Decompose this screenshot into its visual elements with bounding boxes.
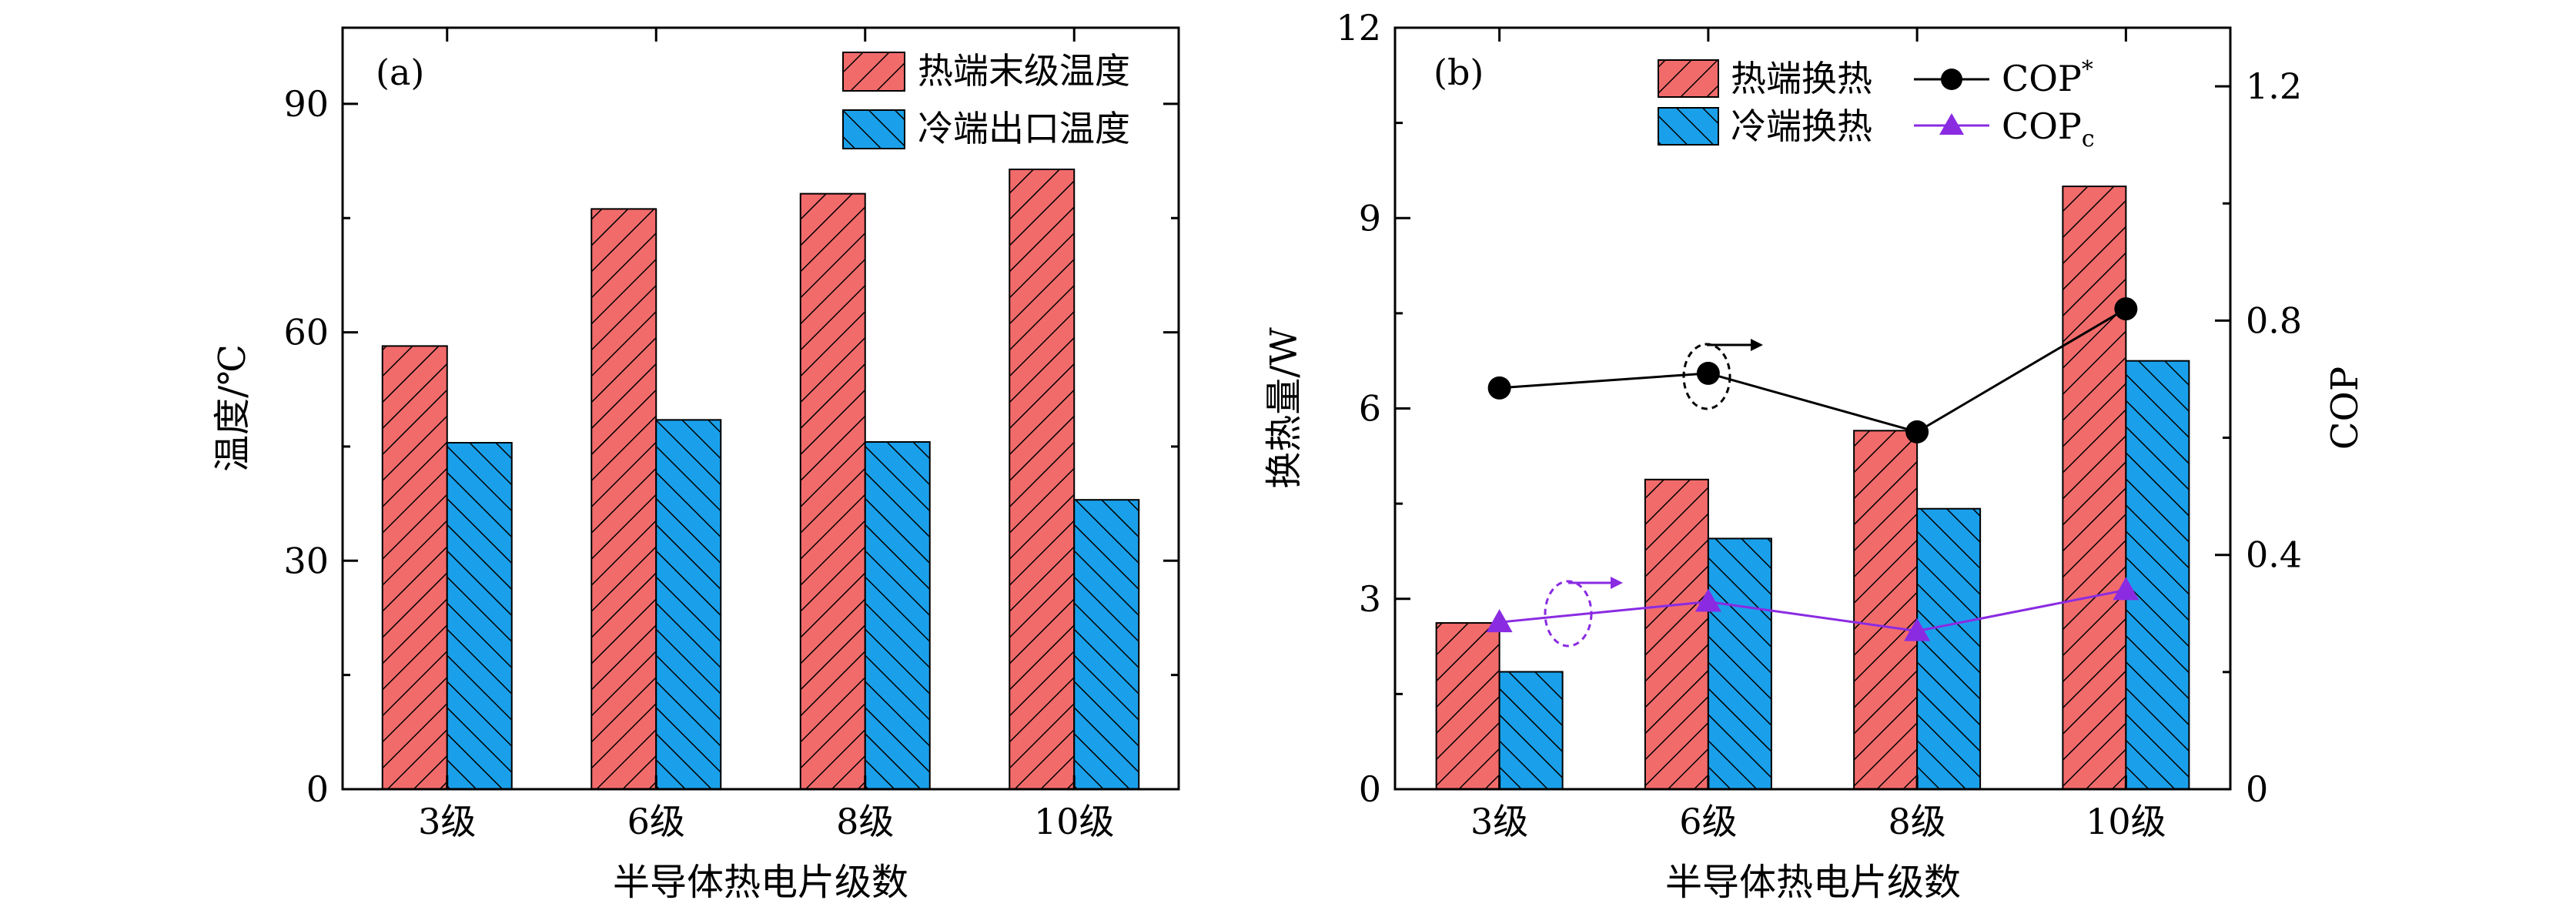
legend-swatch-cold-end-heat-hatch <box>1658 107 1719 146</box>
legend-swatch-cold-end-temp-hatch <box>842 109 905 149</box>
legend-label-cop-c-base: COP <box>2002 105 2082 147</box>
point-b-0-0 <box>1487 376 1511 400</box>
legend-marker-cop-c <box>1939 113 1964 135</box>
cop-star-axis-indicator-arrowhead <box>1751 339 1763 351</box>
cop-c-axis-indicator-circle <box>1544 580 1593 648</box>
point-b-1-3 <box>2113 577 2139 601</box>
b-ytick-right-label-0-8: 0.8 <box>2246 300 2302 341</box>
legend-swatch-hot-end-heat-hatch <box>1658 59 1719 98</box>
panel-b-lines <box>1486 297 2139 641</box>
panel-a-legend: 热端末级温度 冷端出口温度 <box>842 50 1130 149</box>
b-ytick-label-9: 9 <box>1359 197 1381 239</box>
point-b-0-1 <box>1696 361 1720 385</box>
b-ytick-label-12: 12 <box>1336 7 1381 49</box>
bar-a-s1-0-hatch <box>446 442 513 790</box>
a-ytick-label-0: 0 <box>306 768 329 810</box>
a-xtick-label-0: 3级 <box>418 801 476 842</box>
legend-swatch-hot-end-temp-hatch <box>842 52 905 92</box>
b-xtick-label-1: 6级 <box>1679 801 1737 842</box>
bar-b-s1-1-hatch <box>1707 537 1772 790</box>
panel-b-yticks-right: 0 0.4 0.8 1.2 <box>2215 65 2302 810</box>
legend-label-cold-end-temp: 冷端出口温度 <box>918 108 1130 149</box>
panel-a-label: (a) <box>376 52 424 93</box>
panel-b-ylabel-right: COP <box>2323 366 2367 450</box>
panel-a-xlabel: 半导体热电片级数 <box>613 861 908 904</box>
bar-a-s0-2-hatch <box>799 192 866 791</box>
point-b-0-2 <box>1905 420 1929 443</box>
a-ytick-label-30: 30 <box>283 540 329 581</box>
a-xtick-label-2: 8级 <box>836 801 894 842</box>
panel-a-yticks: 0 30 60 90 <box>283 83 1179 810</box>
b-xtick-label-0: 3级 <box>1470 801 1528 842</box>
legend-label-cop-star-base: COP <box>2002 58 2082 99</box>
point-b-1-0 <box>1486 609 1513 633</box>
panel-b-xlabel: 半导体热电片级数 <box>1665 861 1961 904</box>
legend-label-hot-end-heat: 热端换热 <box>1731 58 1872 99</box>
legend-label-hot-end-temp: 热端末级温度 <box>918 50 1130 92</box>
panel-b-xticks: 3级 6级 8级 10级 <box>1470 28 2166 842</box>
panel-b-annotations <box>1544 339 1763 648</box>
bar-a-s1-2-hatch <box>864 441 931 790</box>
a-ytick-label-60: 60 <box>283 312 329 353</box>
point-b-1-1 <box>1694 588 1721 612</box>
bar-b-s1-0-hatch <box>1498 671 1564 791</box>
panel-a-frame <box>341 26 1180 791</box>
bar-b-s0-2-hatch <box>1853 430 1919 790</box>
panel-b-ylabel-left: 换热量/W <box>1263 327 1306 489</box>
bar-b-s1-2-hatch <box>1916 507 1982 790</box>
legend-label-cold-end-heat: 冷端换热 <box>1731 105 1872 147</box>
panel-a-xticks: 3级 6级 8级 10级 <box>418 28 1115 842</box>
point-b-0-3 <box>2114 297 2138 321</box>
panel-b-yticks-left: 0 3 6 9 12 <box>1336 7 1410 810</box>
legend-label-cop-star-sup: * <box>2082 56 2093 83</box>
bar-a-s1-1-hatch <box>655 419 722 791</box>
line-b-1 <box>1499 588 2126 633</box>
cop-c-axis-indicator-arrowhead <box>1611 577 1623 589</box>
panel-b-bars <box>1435 186 2190 791</box>
panel-b-label: (b) <box>1434 52 1484 93</box>
legend-marker-cop-star <box>1941 69 1962 90</box>
bar-a-s0-0-hatch <box>381 345 448 791</box>
b-ytick-label-3: 3 <box>1359 578 1381 620</box>
b-ytick-right-label-0: 0 <box>2246 768 2268 810</box>
panel-a-bars <box>381 168 1140 791</box>
bar-b-s1-3-hatch <box>2125 360 2190 790</box>
legend-label-cop-star: COP* <box>2002 56 2093 99</box>
panel-b: 0 3 6 9 12 0 0.4 0.8 1.2 3级 6级 8级 10级 (b) 半导体热电片级数… <box>1263 7 2367 904</box>
panel-a-ylabel: 温度/℃ <box>211 344 254 472</box>
bar-a-s0-3-hatch <box>1009 168 1076 791</box>
b-ytick-right-label-1-2: 1.2 <box>2246 65 2302 107</box>
bar-b-s0-1-hatch <box>1644 478 1709 790</box>
b-ytick-right-label-0-4: 0.4 <box>2246 534 2302 576</box>
bar-a-s1-3-hatch <box>1073 499 1140 790</box>
b-ytick-label-6: 6 <box>1359 388 1381 430</box>
b-xtick-label-2: 8级 <box>1888 801 1945 842</box>
legend-label-cop-c-sub: c <box>2082 126 2095 152</box>
a-xtick-label-3: 10级 <box>1034 801 1115 842</box>
a-xtick-label-1: 6级 <box>627 801 685 842</box>
point-b-1-2 <box>1904 617 1931 641</box>
bar-a-s0-1-hatch <box>590 208 657 790</box>
b-xtick-label-3: 10级 <box>2086 801 2166 842</box>
panel-a: 0 30 60 90 3级 6级 8级 10级 (a) 半导体热电片级数 温度/℃ 热端末级… <box>211 26 1180 904</box>
legend-label-cop-c: COPc <box>2002 105 2095 152</box>
line-b-0 <box>1499 307 2127 433</box>
bar-b-s0-3-hatch <box>2062 186 2127 790</box>
b-ytick-label-0: 0 <box>1359 768 1381 810</box>
panel-b-legend: 热端换热 冷端换热 COP* COPc <box>1658 56 2095 152</box>
bar-b-s0-0-hatch <box>1435 622 1500 791</box>
a-ytick-label-90: 90 <box>283 83 329 125</box>
